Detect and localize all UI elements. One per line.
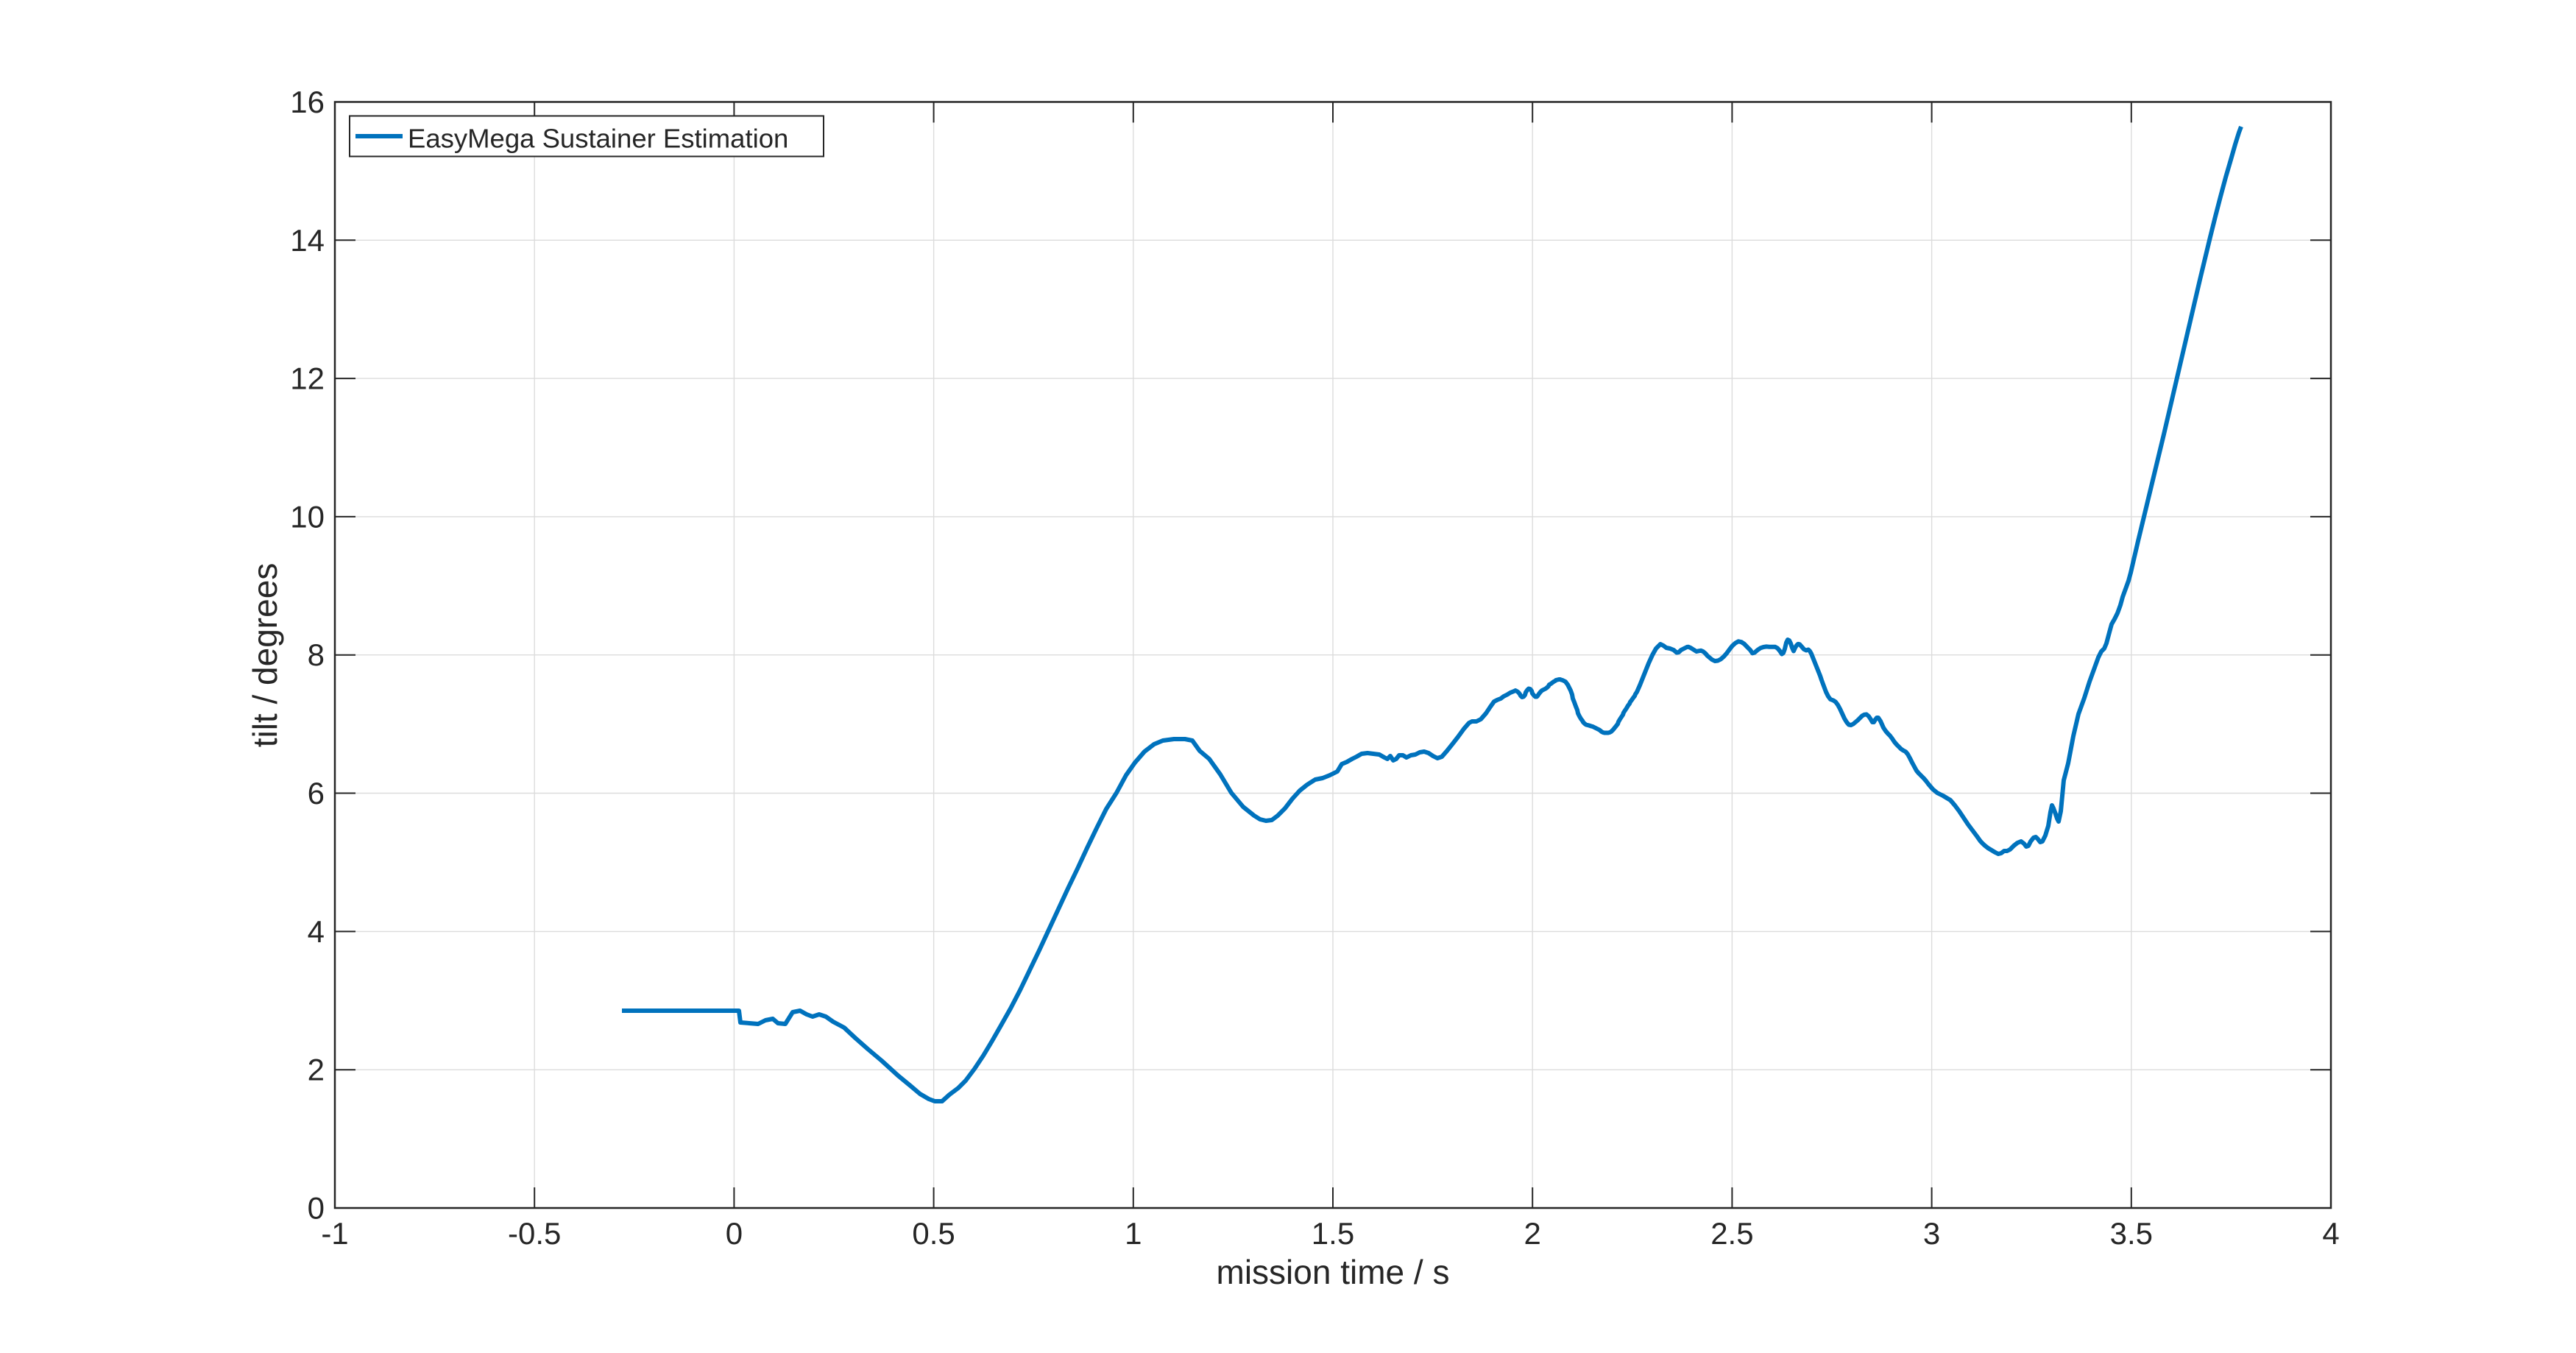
svg-text:mission time / s: mission time / s	[1217, 1253, 1450, 1291]
svg-text:-0.5: -0.5	[508, 1216, 561, 1251]
svg-text:0: 0	[308, 1191, 325, 1226]
svg-text:3.5: 3.5	[2110, 1216, 2153, 1251]
svg-text:12: 12	[290, 361, 325, 396]
svg-text:2: 2	[1524, 1216, 1541, 1251]
svg-text:-1: -1	[321, 1216, 348, 1251]
svg-text:14: 14	[290, 223, 325, 258]
svg-text:4: 4	[2322, 1216, 2339, 1251]
svg-text:6: 6	[308, 776, 325, 810]
svg-text:2.5: 2.5	[1710, 1216, 1753, 1251]
svg-text:1: 1	[1125, 1216, 1142, 1251]
svg-text:16: 16	[290, 85, 325, 119]
svg-text:8: 8	[308, 637, 325, 672]
svg-text:0.5: 0.5	[912, 1216, 955, 1251]
svg-text:3: 3	[1923, 1216, 1940, 1251]
svg-text:0: 0	[726, 1216, 743, 1251]
svg-text:1.5: 1.5	[1312, 1216, 1354, 1251]
svg-text:2: 2	[308, 1053, 325, 1087]
svg-text:4: 4	[308, 914, 325, 949]
svg-text:EasyMega Sustainer Estimation: EasyMega Sustainer Estimation	[408, 124, 788, 154]
svg-text:10: 10	[290, 499, 325, 534]
svg-text:tilt / degrees: tilt / degrees	[246, 563, 284, 748]
